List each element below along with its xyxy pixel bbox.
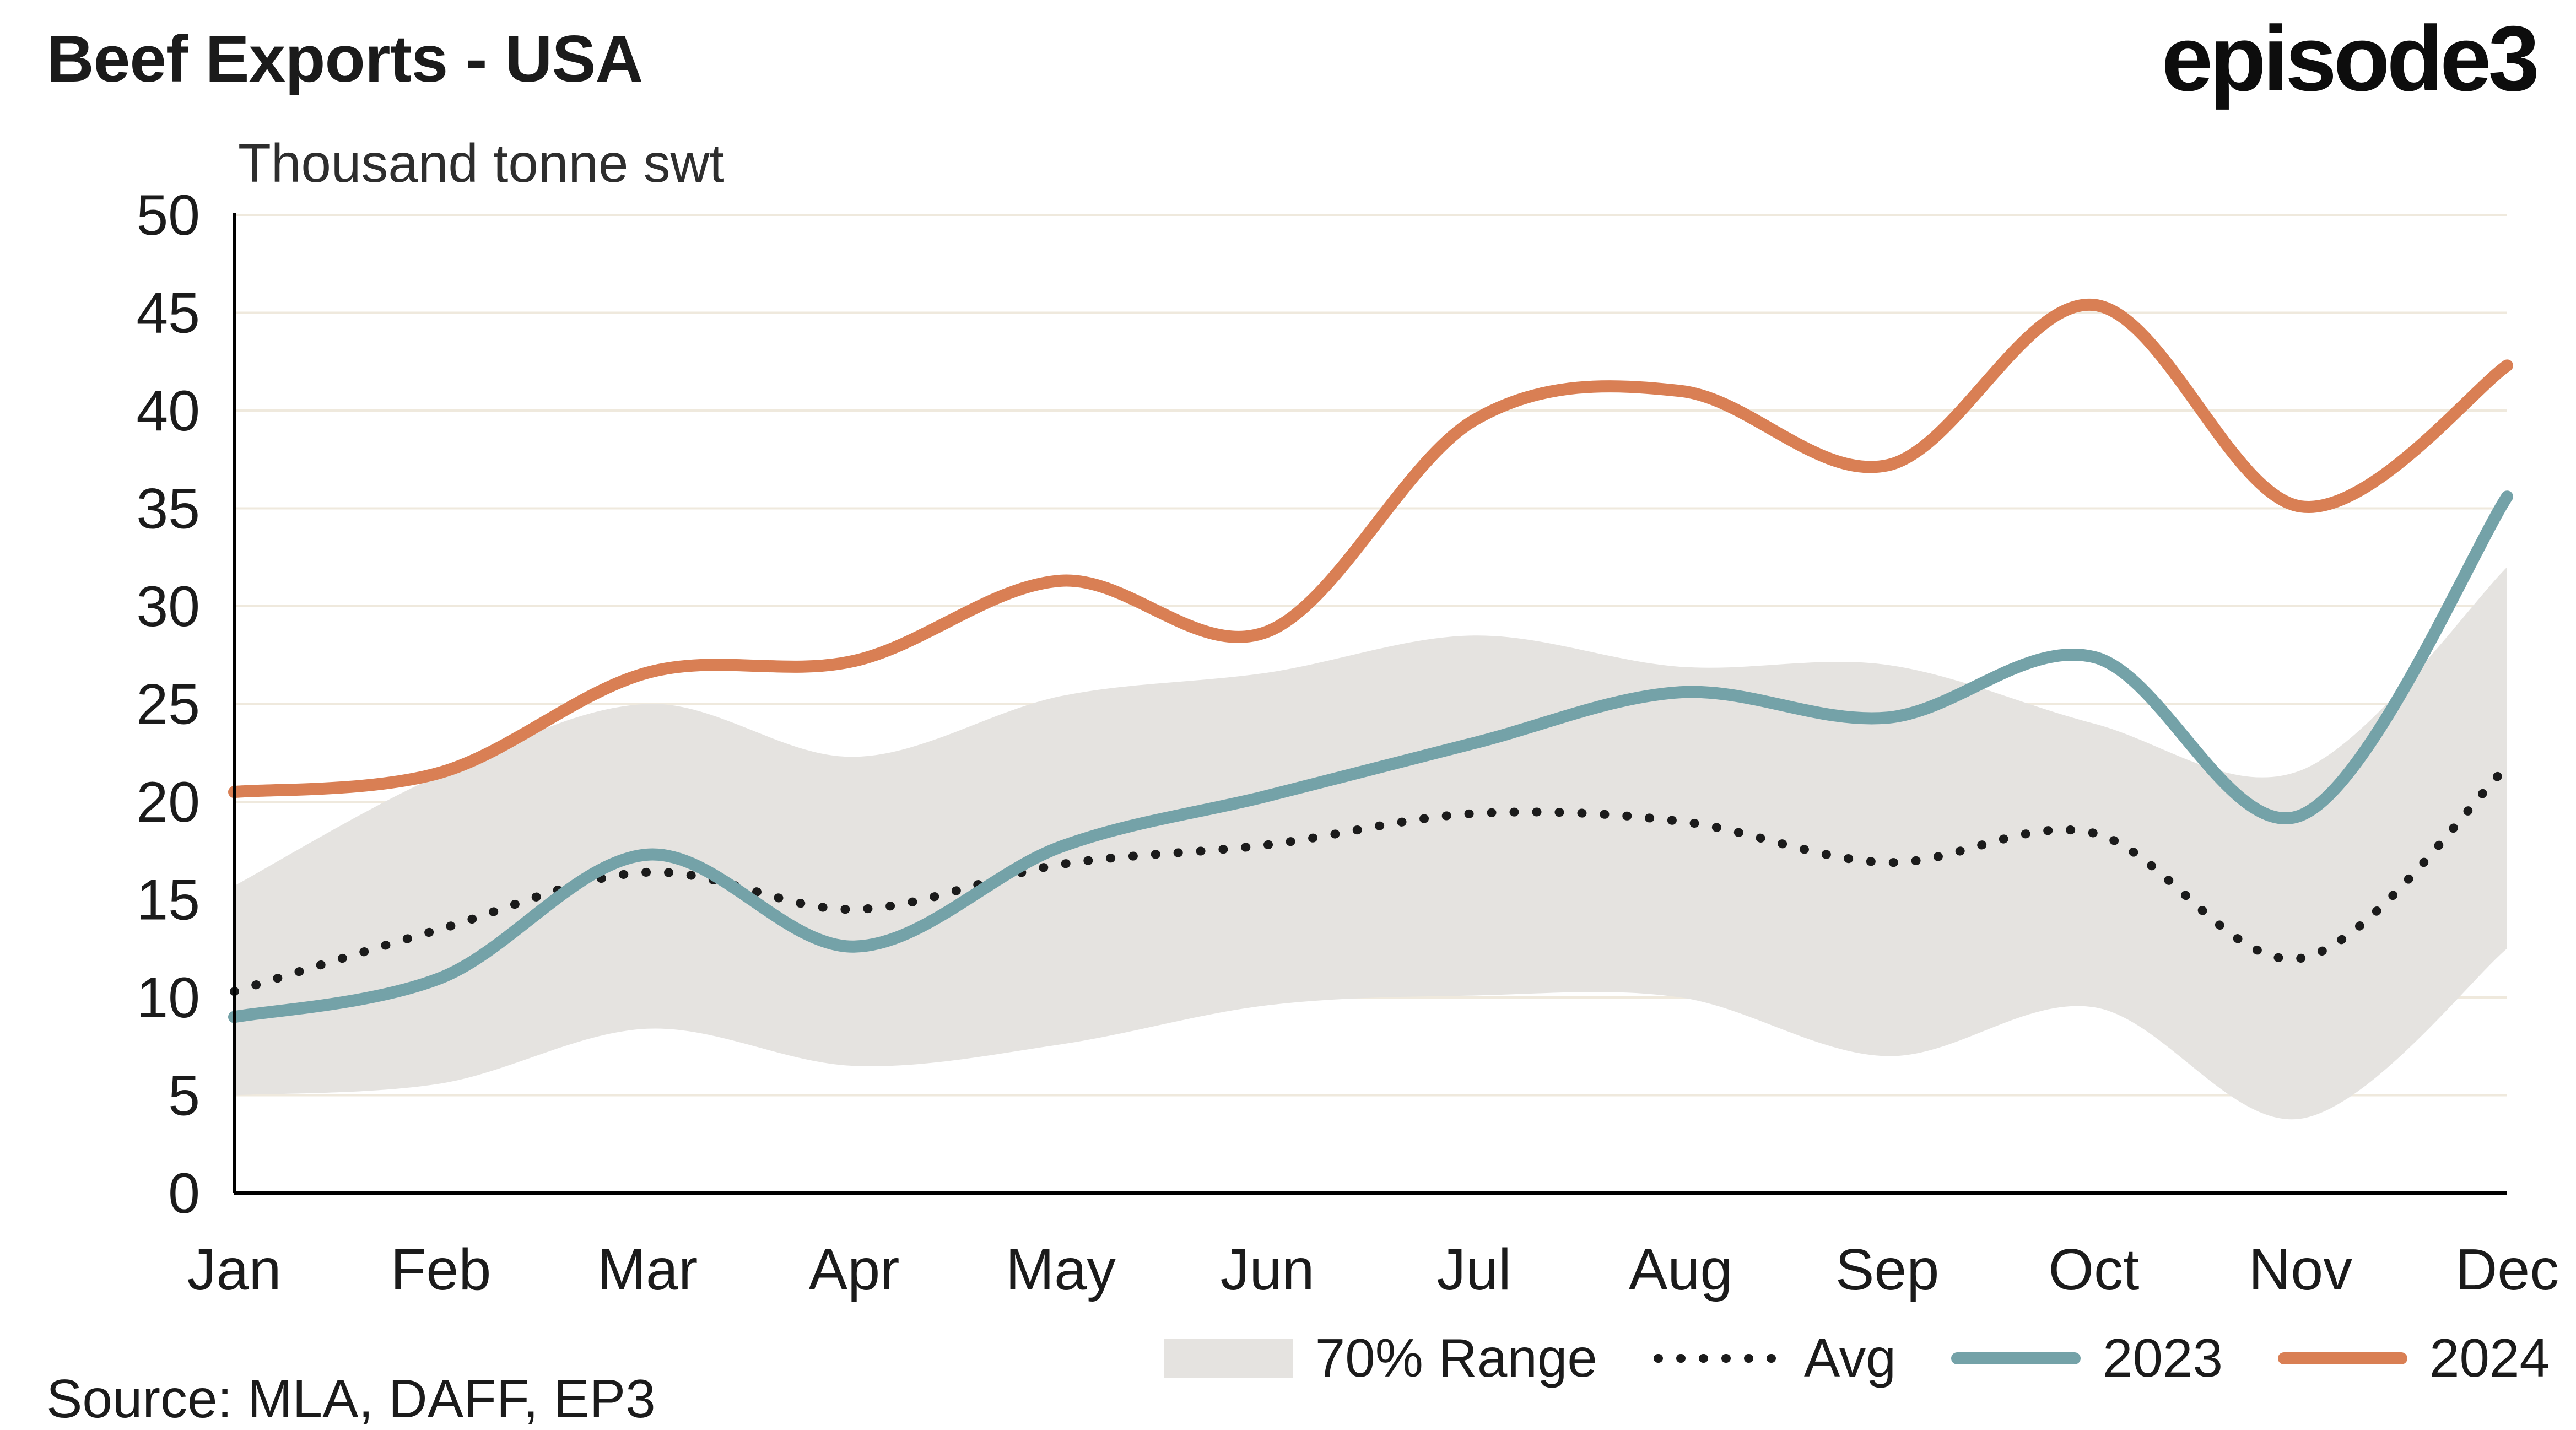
chart-title: Beef Exports - USA: [46, 22, 643, 96]
legend-label: 2023: [2102, 1328, 2223, 1388]
legend-item-avg: Avg: [1652, 1327, 1896, 1389]
legend-item-2023: 2023: [1951, 1327, 2223, 1389]
y-tick-label-45: 45: [136, 282, 200, 346]
y-tick-label-40: 40: [136, 379, 200, 443]
x-tick-label-jul: Jul: [1436, 1237, 1511, 1302]
episode3-logo: episode3: [2161, 7, 2540, 110]
legend-swatch-2024: [2277, 1352, 2407, 1364]
chart-unit-label: Thousand tonne swt: [238, 133, 725, 193]
y-tick-label-25: 25: [136, 673, 200, 737]
y-tick-label-15: 15: [136, 868, 200, 932]
legend-swatch-band: [1163, 1339, 1293, 1378]
y-tick-label-50: 50: [136, 184, 200, 247]
x-tick-label-jan: Jan: [187, 1237, 282, 1302]
series-line-2024: [228, 299, 2513, 798]
x-tick-label-mar: Mar: [597, 1237, 698, 1302]
legend-swatch-dotted: [1653, 1353, 1781, 1363]
series-line-2023: [228, 490, 2513, 1023]
x-tick-label-sep: Sep: [1835, 1237, 1940, 1302]
x-tick-label-jun: Jun: [1221, 1237, 1315, 1302]
x-tick-label-oct: Oct: [2049, 1237, 2140, 1302]
legend-item-70-range: 70% Range: [1163, 1327, 1597, 1389]
x-tick-label-feb: Feb: [391, 1237, 492, 1302]
x-tick-label-dec: Dec: [2455, 1237, 2559, 1302]
legend-label: 2024: [2429, 1328, 2550, 1388]
band-70-range: [234, 567, 2507, 1120]
chart-legend: 70% Range Avg 2023 2024: [1163, 1327, 2550, 1389]
legend-swatch-2023: [1951, 1352, 2081, 1364]
source-note: Source: MLA, DAFF, EP3: [46, 1368, 656, 1429]
y-tick-label-10: 10: [136, 966, 200, 1030]
x-tick-label-may: May: [1006, 1237, 1116, 1302]
x-tick-label-aug: Aug: [1629, 1237, 1733, 1302]
y-tick-label-30: 30: [136, 575, 200, 639]
y-tick-label-0: 0: [168, 1162, 200, 1226]
y-tick-label-5: 5: [168, 1064, 200, 1128]
legend-label: 70% Range: [1315, 1328, 1597, 1388]
legend-item-2024: 2024: [2277, 1327, 2550, 1389]
x-tick-label-nov: Nov: [2249, 1237, 2353, 1302]
y-tick-label-35: 35: [136, 477, 200, 541]
series-line-avg: [230, 762, 2512, 996]
legend-label: Avg: [1803, 1328, 1896, 1388]
y-tick-label-20: 20: [136, 770, 200, 834]
x-tick-label-apr: Apr: [809, 1237, 900, 1302]
